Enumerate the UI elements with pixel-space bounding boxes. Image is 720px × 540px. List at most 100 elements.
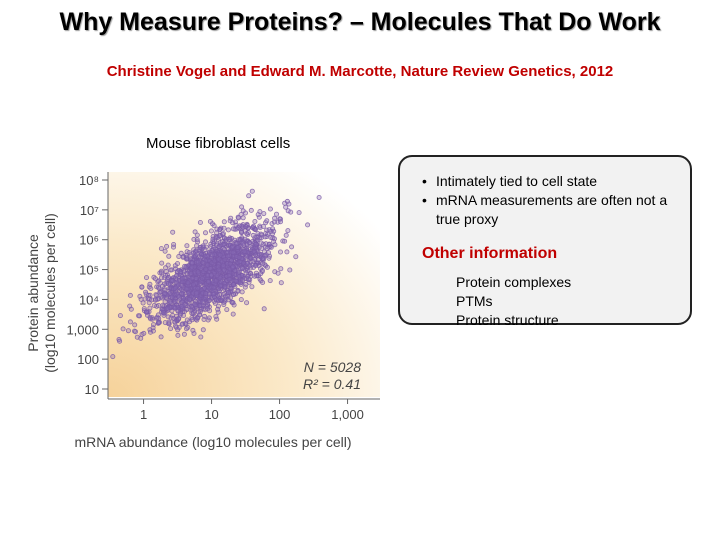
other-information-heading: Other information xyxy=(422,245,558,262)
scatter-point xyxy=(160,310,166,316)
y-axis-ticks: 10 100 1,000 10⁴ 10⁵ 10⁶ 10⁷ 10⁸ xyxy=(66,173,108,397)
scatter-point xyxy=(254,234,260,240)
scatter-point xyxy=(264,245,270,251)
scatter-point xyxy=(269,231,275,237)
scatter-point xyxy=(163,265,169,271)
scatter-point xyxy=(208,228,214,234)
scatter-point xyxy=(278,266,284,272)
scatter-point xyxy=(200,299,206,305)
scatter-point xyxy=(175,327,181,333)
scatter-point xyxy=(288,209,294,215)
y-tick-label: 10⁵ xyxy=(79,263,99,278)
scatter-point xyxy=(237,280,243,286)
x-tick-label: 10 xyxy=(204,407,218,422)
scatter-point xyxy=(229,245,235,251)
scatter-point xyxy=(257,209,263,215)
scatter-point xyxy=(271,236,277,242)
scatter-point xyxy=(239,256,245,262)
scatter-point xyxy=(185,290,191,296)
scatter-point xyxy=(252,262,258,268)
scatter-point xyxy=(192,298,198,304)
scatter-point xyxy=(211,223,217,229)
scatter-point xyxy=(180,295,186,301)
scatter-point xyxy=(257,276,263,282)
scatter-point xyxy=(244,261,250,267)
scatter-point xyxy=(167,290,173,296)
scatter-point xyxy=(220,263,226,269)
scatter-point xyxy=(220,231,226,237)
scatter-point xyxy=(230,226,236,232)
scatter-point xyxy=(141,306,147,312)
scatter-point xyxy=(137,293,143,299)
scatter-point xyxy=(189,276,195,282)
scatter-point xyxy=(147,281,153,287)
scatter-point xyxy=(187,296,193,302)
scatter-point xyxy=(219,295,225,301)
scatter-point xyxy=(305,222,311,228)
scatter-point xyxy=(172,286,178,292)
scatter-point xyxy=(264,264,270,270)
scatter-point xyxy=(284,249,290,255)
scatter-point xyxy=(149,297,155,303)
scatter-point xyxy=(190,282,196,288)
scatter-point xyxy=(211,240,217,246)
scatter-point xyxy=(155,284,161,290)
scatter-point xyxy=(260,224,266,230)
scatter-point xyxy=(220,246,226,252)
scatter-point xyxy=(159,260,165,266)
scatter-point xyxy=(184,306,190,312)
scatter-point xyxy=(210,291,216,297)
scatter-point xyxy=(127,319,133,325)
scatter-point xyxy=(157,289,163,295)
bullet-item: mRNA measurements are often not a true p… xyxy=(418,191,686,229)
scatter-point xyxy=(168,300,174,306)
scatter-point xyxy=(282,238,288,244)
scatter-point xyxy=(225,289,231,295)
other-item: Protein complexes xyxy=(456,274,572,290)
scatter-point xyxy=(227,236,233,242)
scatter-point xyxy=(179,290,185,296)
scatter-point xyxy=(179,275,185,281)
scatter-point xyxy=(267,206,273,212)
other-item: PTMs xyxy=(456,293,493,309)
scatter-point xyxy=(239,266,245,272)
scatter-point xyxy=(176,315,182,321)
x-tick-label: 100 xyxy=(269,407,291,422)
scatter-point xyxy=(216,267,222,273)
scatter-point xyxy=(172,298,178,304)
scatter-point xyxy=(253,241,259,247)
scatter-point xyxy=(224,307,230,313)
scatter-point xyxy=(283,232,289,238)
scatter-point xyxy=(230,311,236,317)
scatter-point xyxy=(181,269,187,275)
scatter-point xyxy=(249,188,255,194)
scatter-point xyxy=(158,246,164,252)
scatter-point xyxy=(143,275,149,281)
y-tick-label: 10⁶ xyxy=(79,233,99,248)
y-tick-label: 10⁷ xyxy=(80,203,99,218)
scatter-point xyxy=(160,283,166,289)
scatter-point xyxy=(144,309,150,315)
bullet-list: Intimately tied to cell state mRNA measu… xyxy=(418,172,686,229)
scatter-point xyxy=(197,281,203,287)
scatter-point xyxy=(158,270,164,276)
scatter-point xyxy=(267,278,273,284)
scatter-point xyxy=(151,302,157,308)
scatter-point xyxy=(195,259,201,265)
scatter-point xyxy=(230,300,236,306)
scatter-point xyxy=(170,229,176,235)
scatter-point xyxy=(213,278,219,284)
scatter-point xyxy=(242,210,248,216)
scatter-point xyxy=(209,252,215,258)
scatter-point xyxy=(176,294,182,300)
y-tick-label: 1,000 xyxy=(66,322,99,337)
scatter-point xyxy=(218,283,224,289)
scatter-point xyxy=(202,313,208,319)
scatter-point xyxy=(184,243,190,249)
scatter-point xyxy=(293,254,299,260)
scatter-points xyxy=(110,188,322,360)
scatter-point xyxy=(132,322,138,328)
scatter-point xyxy=(252,273,258,279)
scatter-point xyxy=(189,264,195,270)
scatter-point xyxy=(206,315,212,321)
